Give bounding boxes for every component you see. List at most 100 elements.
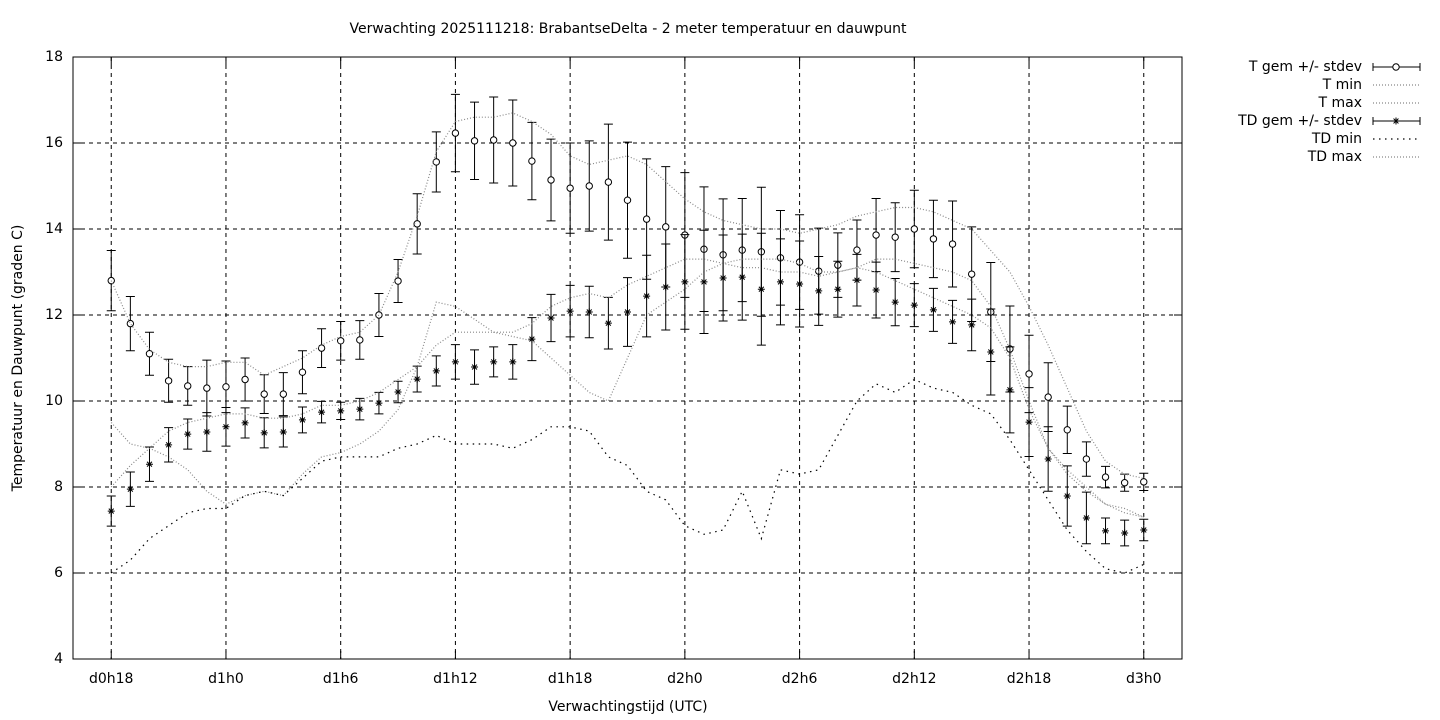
marker xyxy=(853,276,861,284)
marker xyxy=(585,308,593,316)
y-tick-label: 12 xyxy=(45,307,63,323)
x-tick-label: d1h6 xyxy=(323,671,359,687)
marker xyxy=(528,157,536,165)
marker xyxy=(1140,478,1148,486)
legend-label: T gem +/- stdev xyxy=(1248,59,1362,75)
marker xyxy=(260,429,268,437)
legend-marker xyxy=(1392,63,1400,71)
marker xyxy=(1063,426,1071,434)
marker xyxy=(126,319,135,328)
x-axis-label: Verwachtingstijd (UTC) xyxy=(548,699,707,715)
marker xyxy=(107,507,115,515)
legend-marker xyxy=(1392,117,1400,125)
marker xyxy=(929,235,938,243)
marker xyxy=(337,407,345,415)
marker xyxy=(643,292,651,300)
marker xyxy=(547,176,555,184)
marker xyxy=(509,358,517,366)
marker xyxy=(566,184,574,192)
marker xyxy=(681,278,689,286)
marker xyxy=(490,358,498,366)
y-tick-label: 18 xyxy=(45,49,63,65)
marker xyxy=(165,441,173,449)
marker xyxy=(145,460,153,468)
marker xyxy=(509,139,517,147)
marker xyxy=(298,416,306,424)
marker xyxy=(375,311,383,319)
marker xyxy=(241,419,249,427)
marker xyxy=(298,368,307,376)
marker xyxy=(1101,473,1110,481)
x-tick-label: d3h0 xyxy=(1126,671,1162,687)
marker xyxy=(241,375,249,384)
legend-label: TD gem +/- stdev xyxy=(1237,113,1362,129)
marker xyxy=(929,306,937,314)
marker xyxy=(203,384,211,392)
marker xyxy=(1082,514,1090,522)
marker xyxy=(164,377,173,385)
marker xyxy=(413,375,421,383)
x-tick-label: d1h12 xyxy=(433,671,477,687)
y-tick-label: 10 xyxy=(45,393,63,409)
line xyxy=(110,378,1145,574)
marker xyxy=(336,337,345,345)
marker xyxy=(891,298,899,306)
marker xyxy=(184,430,192,438)
marker xyxy=(1120,479,1129,487)
marker xyxy=(279,390,288,398)
line xyxy=(110,258,1145,518)
marker xyxy=(853,246,861,254)
marker xyxy=(126,485,134,493)
marker xyxy=(1121,529,1129,537)
marker xyxy=(394,277,402,285)
marker xyxy=(757,285,765,293)
x-tick-label: d2h12 xyxy=(892,671,936,687)
marker xyxy=(318,408,326,416)
marker xyxy=(910,301,918,309)
x-tick-label: d2h6 xyxy=(782,671,818,687)
marker xyxy=(624,308,631,316)
marker xyxy=(470,137,479,145)
marker xyxy=(451,358,459,366)
y-tick-label: 16 xyxy=(45,135,63,151)
marker xyxy=(700,278,708,286)
marker xyxy=(145,350,154,358)
marker xyxy=(279,428,287,436)
marker xyxy=(815,287,823,295)
marker xyxy=(604,319,612,327)
legend-label: TD min xyxy=(1311,131,1362,147)
marker xyxy=(967,270,976,278)
y-tick-label: 4 xyxy=(54,651,63,667)
marker xyxy=(432,367,440,375)
x-tick-label: d2h18 xyxy=(1007,671,1051,687)
marker xyxy=(949,318,957,326)
marker xyxy=(1063,492,1071,500)
chart-title: Verwachting 2025111218: BrabantseDelta -… xyxy=(349,21,907,37)
x-tick-label: d2h0 xyxy=(667,671,703,687)
marker xyxy=(1025,370,1033,378)
marker xyxy=(604,178,613,186)
x-tick-label: d1h0 xyxy=(208,671,244,687)
marker xyxy=(547,314,555,322)
marker xyxy=(356,336,364,344)
marker xyxy=(260,390,268,398)
y-axis-label: Temperatuur en Dauwpunt (graden C) xyxy=(10,225,26,493)
marker xyxy=(662,283,670,291)
marker xyxy=(987,348,995,356)
marker xyxy=(585,182,593,190)
marker xyxy=(432,158,440,166)
marker xyxy=(1082,455,1091,463)
marker xyxy=(471,363,479,371)
marker xyxy=(375,399,383,407)
marker xyxy=(948,240,957,248)
y-tick-label: 14 xyxy=(45,221,63,237)
marker xyxy=(451,129,460,137)
marker xyxy=(528,335,536,343)
marker xyxy=(910,225,919,233)
marker xyxy=(642,215,651,223)
marker xyxy=(1025,418,1033,426)
marker xyxy=(317,344,326,352)
marker xyxy=(394,388,402,396)
marker xyxy=(1006,386,1014,394)
